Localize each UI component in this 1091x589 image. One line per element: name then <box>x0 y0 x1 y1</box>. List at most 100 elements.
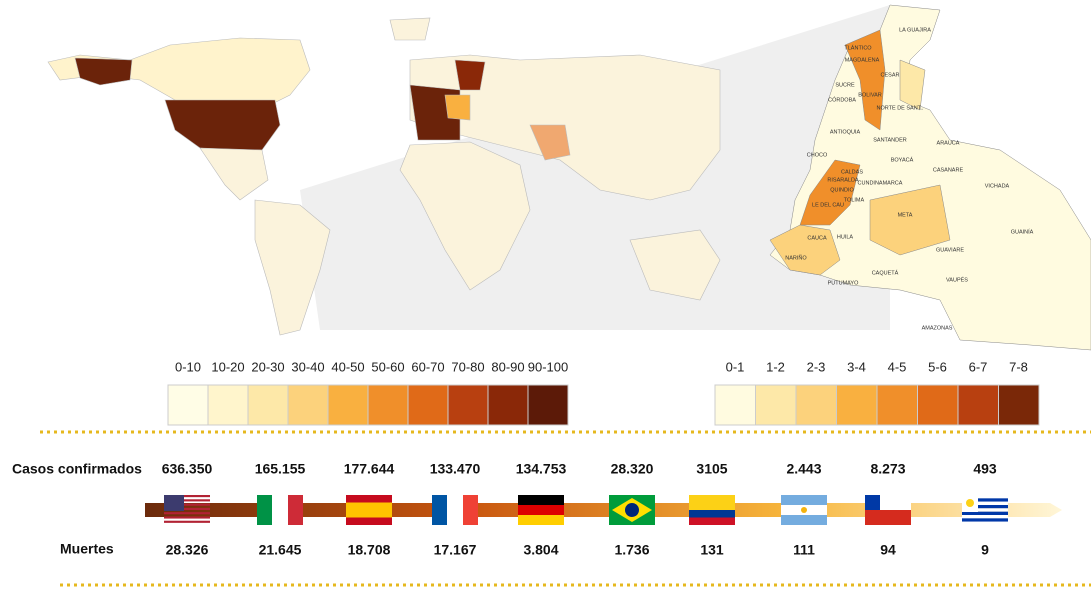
deaths-value: 9 <box>981 542 989 558</box>
flag <box>257 495 303 525</box>
flag-part <box>962 521 1008 525</box>
legend-swatch <box>714 384 756 426</box>
flag-part <box>689 517 735 525</box>
flag-part <box>164 499 210 502</box>
flag-part <box>164 495 210 498</box>
cases-value: 636.350 <box>162 461 213 477</box>
region-label: NARIÑO <box>785 254 807 261</box>
flag-part <box>689 495 735 510</box>
cases-value: 8.273 <box>870 461 905 477</box>
flag-part <box>865 495 880 510</box>
flag-part <box>625 503 639 517</box>
deaths-value: 17.167 <box>434 542 477 558</box>
legend-label: 50-60 <box>371 359 404 374</box>
legend-swatch <box>287 384 329 426</box>
region-label: GUAVIARE <box>936 247 964 253</box>
row-label: Muertes <box>60 541 114 557</box>
flag-part <box>346 502 392 518</box>
flag <box>346 495 392 525</box>
legend-swatch <box>876 384 918 426</box>
cases-value: 134.753 <box>516 461 567 477</box>
cases-value: 133.470 <box>430 461 481 477</box>
legend-label: 70-80 <box>451 359 484 374</box>
flag-part <box>288 495 303 525</box>
region-label: BOYACÁ <box>891 156 914 163</box>
deaths-value: 111 <box>793 542 815 558</box>
flag-part <box>257 495 272 525</box>
region-label: LE DEL CAU <box>812 202 844 208</box>
region-label: AMAZONAS <box>922 325 953 331</box>
flag-part <box>463 495 478 525</box>
region-label: CAUCA <box>807 235 827 241</box>
flag <box>518 495 564 525</box>
region-label: CUNDINAMARCA <box>858 180 903 186</box>
legend-swatch <box>167 384 209 426</box>
region-label: CASANARE <box>933 167 964 173</box>
deaths-value: 1.736 <box>614 542 649 558</box>
world-map <box>47 17 721 336</box>
region-label: CALDAS <box>841 169 863 175</box>
legend-label: 60-70 <box>411 359 444 374</box>
flag-part <box>164 507 210 510</box>
region-label: CAQUETÁ <box>872 269 899 276</box>
region-label: SANTANDER <box>873 137 907 143</box>
legend-label: 90-100 <box>528 359 568 374</box>
flag-part <box>518 515 564 525</box>
deaths-value: 18.708 <box>348 542 391 558</box>
region-label: CHOCO <box>807 152 828 158</box>
flag-part <box>447 495 463 525</box>
deaths-value: 94 <box>880 542 896 558</box>
flag-part <box>689 510 735 518</box>
flag-part <box>518 505 564 515</box>
deaths-value: 28.326 <box>166 542 209 558</box>
legend-label: 40-50 <box>331 359 364 374</box>
region-label: ARAUCA <box>937 140 960 146</box>
legend-label: 5-6 <box>928 359 947 374</box>
region-label: ANTIOQUIA <box>830 129 861 135</box>
region-label: TLÁNTICO <box>844 44 872 51</box>
flag-part <box>962 515 1008 519</box>
deaths-value: 3.804 <box>523 542 558 558</box>
flag-part <box>164 495 184 511</box>
flag-part <box>164 520 210 523</box>
cases-value: 165.155 <box>255 461 306 477</box>
legend-label: 2-3 <box>807 359 826 374</box>
flag-part <box>962 511 1008 515</box>
region-label: HUILA <box>837 234 854 240</box>
legend-swatch <box>407 384 449 426</box>
region-label: QUINDIO <box>830 187 854 193</box>
legend-label: 6-7 <box>969 359 988 374</box>
flag-part <box>164 516 210 519</box>
flag-part <box>962 495 1008 499</box>
flag <box>164 495 210 523</box>
deaths-value: 21.645 <box>259 542 302 558</box>
legend-swatch <box>487 384 529 426</box>
region-label: CÓRDOBA <box>828 96 856 103</box>
region-label: LA GUAJIRA <box>899 27 931 33</box>
cases-value: 28.320 <box>611 461 654 477</box>
region-label: PUTUMAYO <box>828 280 859 286</box>
region-label: META <box>898 212 913 218</box>
legend-swatch <box>755 384 797 426</box>
region-label: MAGDALENA <box>845 57 880 63</box>
flag-part <box>164 512 210 515</box>
legend-swatch <box>957 384 999 426</box>
flag <box>781 495 827 525</box>
deaths-value: 131 <box>700 542 724 558</box>
legend-swatch <box>327 384 369 426</box>
flag <box>962 495 1008 525</box>
legend-label: 7-8 <box>1009 359 1028 374</box>
legend-swatch <box>836 384 878 426</box>
region-label: TOLIMA <box>844 197 865 203</box>
legend-swatch <box>367 384 409 426</box>
legend-swatch <box>447 384 489 426</box>
flag-part <box>962 505 1008 509</box>
flag <box>609 495 655 525</box>
region-label: VAUPÉS <box>946 276 968 283</box>
cases-value: 177.644 <box>344 461 395 477</box>
flag-part <box>962 501 1008 505</box>
legend-swatch <box>247 384 289 426</box>
legend-label: 4-5 <box>888 359 907 374</box>
legend-label: 0-1 <box>726 359 745 374</box>
